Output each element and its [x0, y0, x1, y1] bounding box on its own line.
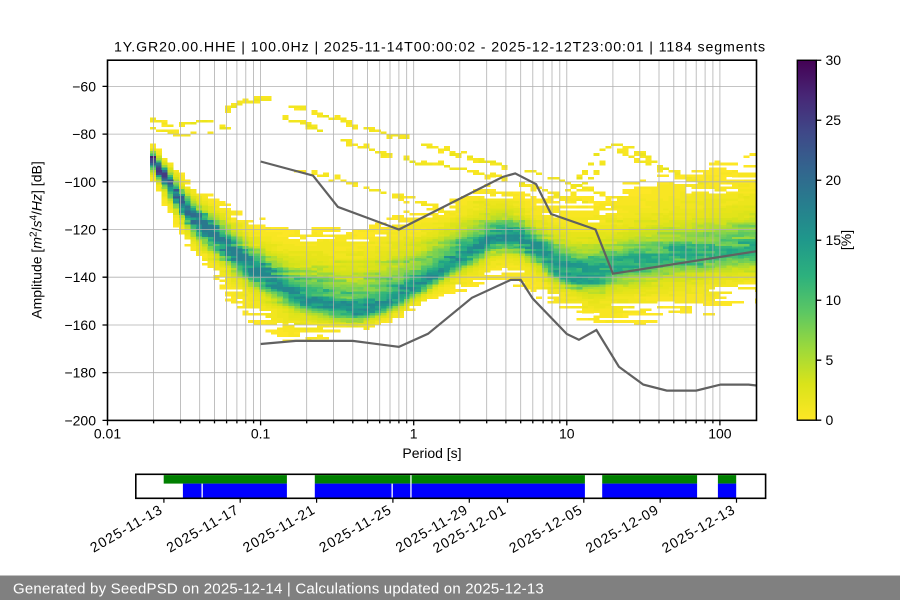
svg-text:0: 0: [826, 412, 834, 428]
svg-text:−120: −120: [64, 222, 96, 238]
svg-text:−100: −100: [64, 174, 96, 190]
svg-text:1Y.GR20.00.HHE | 100.0Hz | 202: 1Y.GR20.00.HHE | 100.0Hz | 2025-11-14T00…: [114, 40, 766, 56]
svg-text:−200: −200: [64, 412, 96, 428]
svg-text:−160: −160: [64, 317, 96, 333]
svg-text:15: 15: [826, 232, 842, 248]
svg-text:100: 100: [708, 426, 732, 442]
svg-text:[%]: [%]: [838, 230, 854, 250]
svg-text:Generated by SeedPSD on 2025-1: Generated by SeedPSD on 2025-12-14 | Cal…: [13, 581, 544, 598]
svg-text:30: 30: [826, 52, 842, 68]
svg-text:5: 5: [826, 352, 834, 368]
svg-text:10: 10: [826, 292, 842, 308]
svg-text:20: 20: [826, 172, 842, 188]
svg-text:−180: −180: [64, 365, 96, 381]
svg-text:Period [s]: Period [s]: [402, 445, 461, 461]
svg-text:Amplitude [m2/s4/Hz] [dB]: Amplitude [m2/s4/Hz] [dB]: [29, 161, 45, 318]
svg-text:−60: −60: [72, 78, 96, 94]
svg-text:−80: −80: [72, 126, 96, 142]
svg-text:10: 10: [559, 426, 575, 442]
svg-text:25: 25: [826, 112, 842, 128]
svg-text:0.1: 0.1: [251, 426, 271, 442]
svg-text:0.01: 0.01: [94, 426, 121, 442]
svg-text:−140: −140: [64, 269, 96, 285]
svg-text:1: 1: [410, 426, 418, 442]
